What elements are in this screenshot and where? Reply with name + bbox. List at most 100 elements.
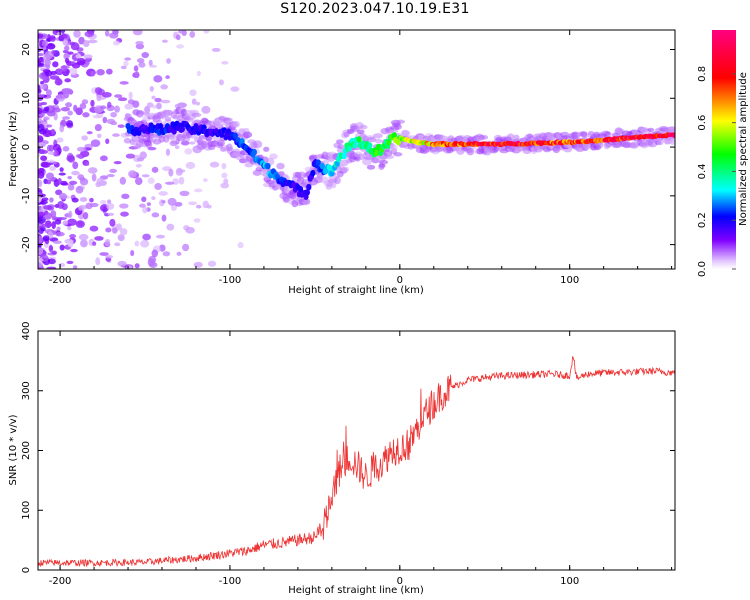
spectrogram-ridge-blob xyxy=(671,133,675,138)
spectrogram-noise-blob xyxy=(107,212,115,216)
spectrogram-halo-blob xyxy=(356,129,365,135)
spectrogram-noise-blob xyxy=(106,174,115,178)
spectrogram-noise-blob xyxy=(114,242,121,247)
spectrogram-noise-blob xyxy=(113,161,122,165)
spectrogram-frame xyxy=(37,29,676,270)
spectrogram-noise-blob xyxy=(135,43,145,50)
snr-y-label: SNR (10 * v/v) xyxy=(8,414,19,485)
spectrogram-halo-blob xyxy=(384,154,395,160)
spectrogram-ridge-blob xyxy=(367,142,373,149)
spectrogram-halo-blob xyxy=(197,136,207,141)
spectrogram-halo-blob xyxy=(378,160,389,165)
spectrogram-noise-blob xyxy=(134,240,140,247)
spectrogram-noise-blob xyxy=(38,102,43,107)
spectrogram-noise-blob xyxy=(110,111,118,118)
spectrogram-noise-blob xyxy=(141,174,150,178)
spectrogram-ridge-blob xyxy=(310,169,316,177)
spectrogram-noise-blob xyxy=(184,148,193,155)
spectrogram-noise-blob xyxy=(49,197,54,203)
spectrogram-noise-blob xyxy=(105,255,114,259)
spectrogram-noise-blob xyxy=(89,202,99,208)
spectrogram-ridge-blob xyxy=(179,125,185,133)
spectrogram-noise-blob xyxy=(121,193,130,200)
spectrogram-noise-blob xyxy=(60,107,70,112)
spectrogram-noise-blob xyxy=(165,148,171,156)
spectrogram-halo-blob xyxy=(242,131,253,139)
spectrogram-noise-blob xyxy=(201,105,211,114)
spectrogram-noise-blob xyxy=(161,200,166,204)
spectrogram-noise-blob xyxy=(79,177,86,181)
colorbar-tick-label: 0.6 xyxy=(697,115,708,131)
spectrogram-ridge-blob xyxy=(304,189,311,196)
spectrogram-noise-blob xyxy=(99,199,107,205)
spectrogram-noise-blob xyxy=(104,238,111,247)
spectrogram-noise-blob xyxy=(38,261,43,268)
colorbar: 0.0 0.2 0.4 0.6 0.8 Normalized spectral ampl… xyxy=(697,30,749,277)
spectrogram-halo-blob xyxy=(466,147,475,156)
spectrogram-noise-blob xyxy=(77,57,86,66)
spectrogram-noise-blob xyxy=(38,84,41,91)
colorbar-tick-label: 0.4 xyxy=(697,163,708,179)
snr-x-tick-label: -100 xyxy=(219,576,242,587)
spectrogram-x-label: Height of straight line (km) xyxy=(288,285,424,296)
spectrogram-noise-blob xyxy=(135,40,144,45)
spectrogram-halo-blob xyxy=(507,133,515,141)
spectrogram-noise-blob xyxy=(128,170,137,179)
spectrogram-noise-blob xyxy=(125,153,136,159)
spectrogram-noise-blob xyxy=(68,210,73,219)
spectrogram-noise-blob xyxy=(67,175,72,180)
spectrogram-noise-blob xyxy=(71,170,80,176)
spectrogram-y-tick-label: 20 xyxy=(21,43,32,56)
spectrogram-halo-blob xyxy=(378,163,385,171)
spectrogram-halo-blob xyxy=(191,112,202,118)
spectrogram-noise-blob xyxy=(174,145,180,150)
spectrogram-noise-blob xyxy=(78,36,85,45)
spectrogram-noise-blob xyxy=(151,212,160,218)
spectrogram-y-tick-label: 0 xyxy=(21,144,32,150)
spectrogram-noise-blob xyxy=(140,239,150,248)
spectrogram-noise-blob xyxy=(99,252,109,257)
spectrogram-halo-blob xyxy=(417,134,425,141)
colorbar-gradient xyxy=(712,30,736,269)
spectrogram-noise-blob xyxy=(50,70,57,76)
spectrogram-noise-blob xyxy=(146,202,151,206)
spectrogram-noise-blob xyxy=(67,226,72,231)
spectrogram-noise-blob xyxy=(79,103,87,110)
spectrogram-halo-blob xyxy=(513,134,520,140)
spectrogram-noise-blob xyxy=(147,146,157,151)
spectrogram-halo-blob xyxy=(481,135,489,140)
spectrogram-noise-blob xyxy=(38,179,43,188)
spectrogram-noise-blob xyxy=(73,104,78,112)
spectrogram-noise-blob xyxy=(45,172,55,180)
spectrogram-noise-blob xyxy=(185,161,196,170)
spectrogram-noise-blob xyxy=(193,218,201,223)
spectrogram-halo-blob xyxy=(396,119,406,124)
spectrogram-halo-blob xyxy=(393,152,403,157)
spectrogram-noise-blob xyxy=(114,105,120,113)
spectrogram-noise-blob xyxy=(109,218,116,227)
spectrogram-noise-blob xyxy=(38,236,43,244)
colorbar-tick-label: 0.2 xyxy=(697,212,708,228)
colorbar-label: Normalized spectral amplitude xyxy=(738,72,749,226)
spectrogram-noise-blob xyxy=(141,51,150,59)
spectrogram-noise-blob xyxy=(117,234,125,242)
spectrogram-noise-blob xyxy=(52,240,62,245)
spectrogram-noise-blob xyxy=(80,239,88,248)
spectrogram-noise-blob xyxy=(56,226,61,231)
spectrogram-noise-blob xyxy=(62,116,71,120)
spectrogram-noise-blob xyxy=(203,178,208,182)
spectrogram-noise-blob xyxy=(46,43,56,50)
spectrogram-noise-blob xyxy=(104,30,110,37)
spectrogram-halo-blob xyxy=(371,157,380,164)
spectrogram-ridge-blob xyxy=(315,159,321,166)
spectrogram-halo-blob xyxy=(342,166,350,173)
spectrogram-ridge-blob xyxy=(341,152,347,160)
spectrogram-noise-blob xyxy=(38,59,42,67)
spectrogram-halo-blob xyxy=(263,146,270,152)
spectrogram-noise-blob xyxy=(195,101,201,106)
spectrogram-noise-blob xyxy=(151,166,159,173)
page-title: S120.2023.047.10.19.E31 xyxy=(280,1,470,17)
spectrogram-noise-blob xyxy=(82,112,90,118)
spectrogram-noise-blob xyxy=(69,67,78,76)
spectrogram-noise-blob xyxy=(189,30,196,38)
